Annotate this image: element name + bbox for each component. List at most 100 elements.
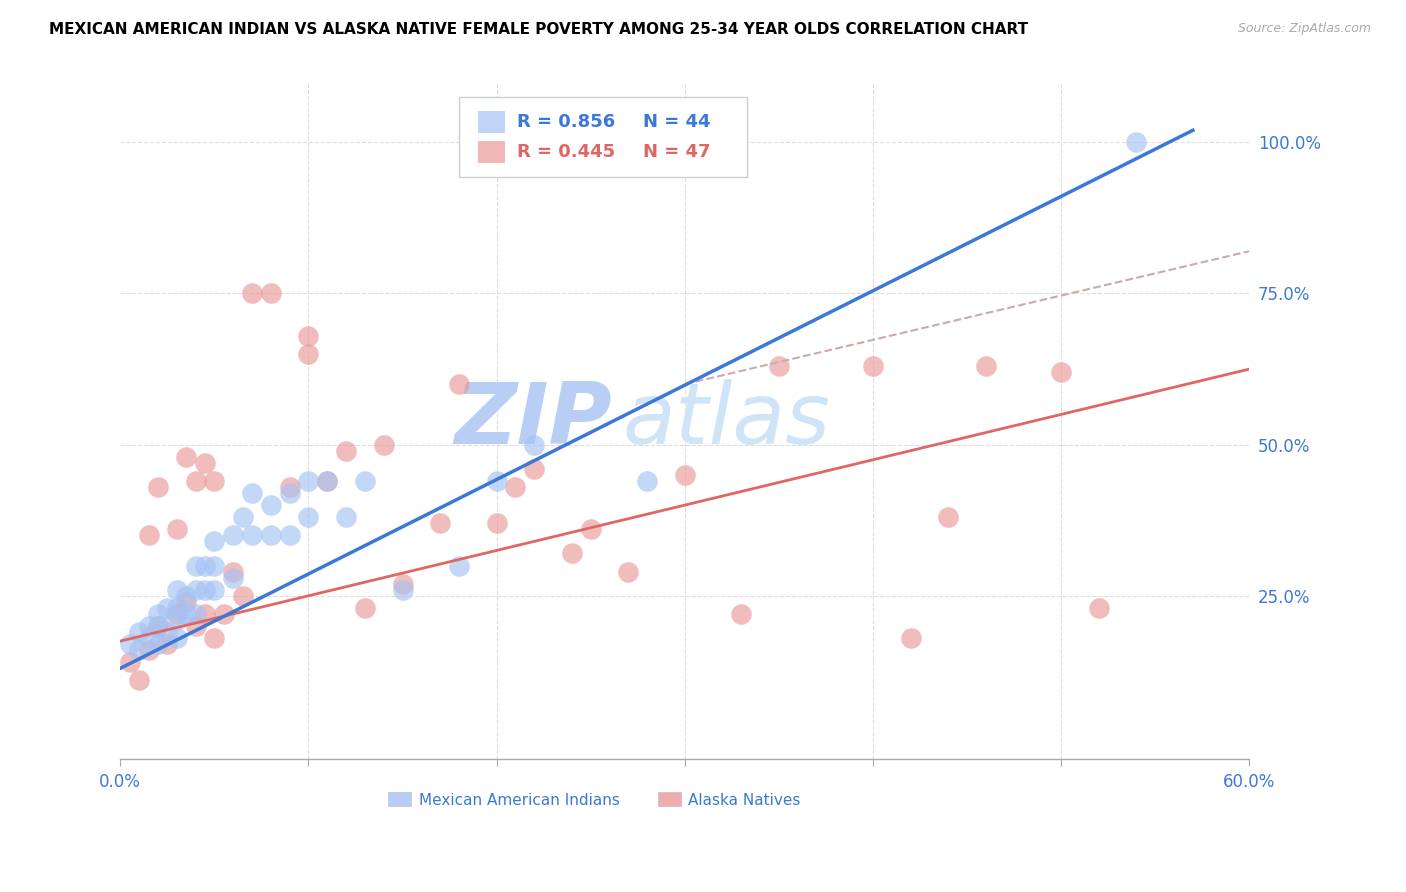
Point [166, 631, 188, 645]
Point [166, 582, 188, 597]
Legend: Mexican American Indians, Alaska Natives: Mexican American Indians, Alaska Natives [382, 787, 807, 814]
Point [297, 328, 319, 343]
Point [202, 558, 225, 573]
Point [138, 631, 160, 645]
Point [485, 516, 508, 531]
Point [184, 607, 207, 621]
Point [222, 528, 245, 542]
Point [297, 474, 319, 488]
Point [373, 437, 395, 451]
Point [194, 607, 217, 621]
Point [128, 673, 150, 688]
Point [523, 462, 546, 476]
Point [232, 510, 254, 524]
Point [156, 637, 179, 651]
Point [579, 522, 602, 536]
Point [128, 625, 150, 640]
Point [278, 528, 301, 542]
Point [974, 359, 997, 373]
Text: atlas: atlas [623, 379, 831, 462]
Point [900, 631, 922, 645]
Text: R = 0.856: R = 0.856 [516, 113, 614, 131]
Point [316, 474, 339, 488]
Point [146, 480, 169, 494]
Point [278, 486, 301, 500]
Point [166, 607, 188, 621]
Point [240, 486, 263, 500]
Point [118, 655, 141, 669]
Point [391, 576, 413, 591]
Point [862, 359, 884, 373]
Point [194, 456, 217, 470]
Point [202, 631, 225, 645]
Point [391, 582, 413, 597]
Point [118, 637, 141, 651]
Point [260, 286, 283, 301]
Point [202, 582, 225, 597]
Point [222, 565, 245, 579]
Text: MEXICAN AMERICAN INDIAN VS ALASKA NATIVE FEMALE POVERTY AMONG 25-34 YEAR OLDS CO: MEXICAN AMERICAN INDIAN VS ALASKA NATIVE… [49, 22, 1028, 37]
Point [936, 510, 959, 524]
Bar [478, 142, 505, 163]
Point [146, 619, 169, 633]
Text: ZIP: ZIP [454, 379, 612, 462]
Point [636, 474, 658, 488]
Point [166, 613, 188, 627]
Point [316, 474, 339, 488]
Point [184, 619, 207, 633]
Text: N = 44: N = 44 [643, 113, 710, 131]
Point [523, 437, 546, 451]
Point [202, 534, 225, 549]
Point [232, 589, 254, 603]
Point [156, 600, 179, 615]
Point [505, 480, 527, 494]
Point [429, 516, 451, 531]
Point [194, 558, 217, 573]
Text: N = 47: N = 47 [643, 144, 710, 161]
Point [174, 595, 197, 609]
Point [146, 607, 169, 621]
Point [260, 528, 283, 542]
Point [194, 582, 217, 597]
Point [174, 607, 197, 621]
Point [1125, 136, 1147, 150]
Point [673, 467, 696, 482]
Point [174, 450, 197, 464]
Point [138, 619, 160, 633]
Point [138, 643, 160, 657]
Point [156, 625, 179, 640]
Point [447, 377, 470, 392]
Point [485, 474, 508, 488]
Text: R = 0.445: R = 0.445 [516, 144, 614, 161]
Text: Source: ZipAtlas.com: Source: ZipAtlas.com [1237, 22, 1371, 36]
Point [617, 565, 640, 579]
Point [240, 528, 263, 542]
Point [166, 522, 188, 536]
Point [146, 637, 169, 651]
Point [297, 347, 319, 361]
Point [354, 474, 377, 488]
Point [1088, 600, 1111, 615]
Point [184, 582, 207, 597]
Point [335, 510, 357, 524]
Point [278, 480, 301, 494]
Point [1050, 365, 1073, 379]
Point [138, 528, 160, 542]
Point [447, 558, 470, 573]
Point [146, 619, 169, 633]
Point [174, 589, 197, 603]
Point [354, 600, 377, 615]
Point [222, 571, 245, 585]
Bar [478, 111, 505, 133]
Point [184, 474, 207, 488]
Point [768, 359, 790, 373]
Point [240, 286, 263, 301]
Point [730, 607, 752, 621]
Point [297, 510, 319, 524]
Point [128, 643, 150, 657]
Point [260, 498, 283, 512]
FancyBboxPatch shape [458, 97, 747, 177]
Point [335, 443, 357, 458]
Point [166, 600, 188, 615]
Point [212, 607, 235, 621]
